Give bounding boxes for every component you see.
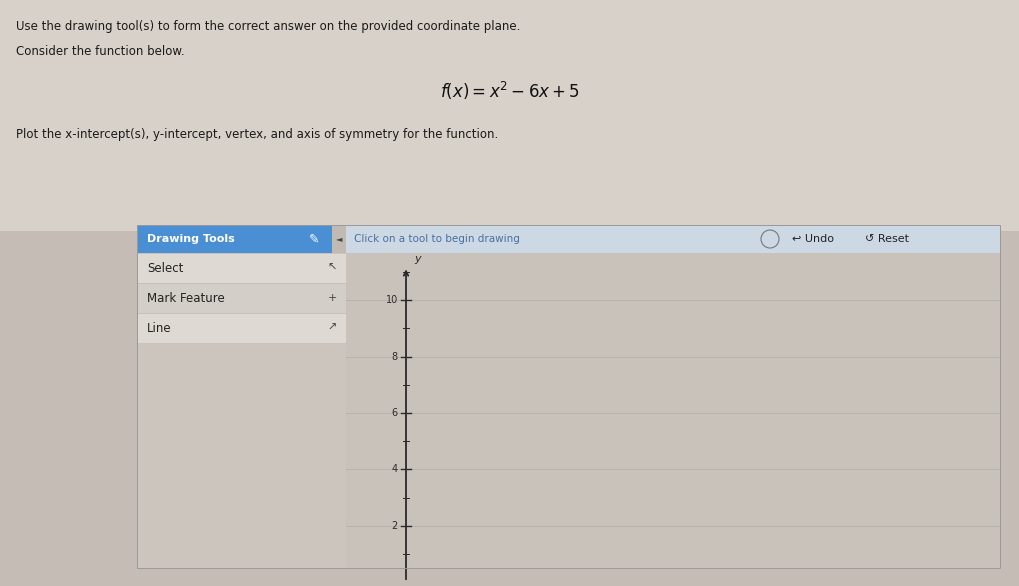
Bar <box>331 225 345 253</box>
Text: ↗: ↗ <box>327 323 336 333</box>
Text: 4: 4 <box>391 464 397 474</box>
Bar <box>345 253 999 568</box>
Text: ✎: ✎ <box>309 233 319 246</box>
Bar <box>137 225 999 568</box>
Text: Click on a tool to begin drawing: Click on a tool to begin drawing <box>354 234 520 244</box>
Text: Select: Select <box>147 261 183 274</box>
Text: ↺ Reset: ↺ Reset <box>864 234 908 244</box>
Text: Use the drawing tool(s) to form the correct answer on the provided coordinate pl: Use the drawing tool(s) to form the corr… <box>16 20 520 33</box>
Text: 6: 6 <box>391 408 397 418</box>
Text: ◄: ◄ <box>335 234 342 244</box>
Text: ↖: ↖ <box>327 263 336 273</box>
Text: 10: 10 <box>385 295 397 305</box>
Text: $f(x) = x^2 - 6x + 5$: $f(x) = x^2 - 6x + 5$ <box>439 80 580 102</box>
Bar <box>137 225 331 253</box>
Text: 8: 8 <box>391 352 397 362</box>
Text: Line: Line <box>147 322 171 335</box>
Text: Consider the function below.: Consider the function below. <box>16 45 184 58</box>
Text: ↩ Undo: ↩ Undo <box>791 234 834 244</box>
Bar <box>137 313 345 343</box>
Text: y: y <box>414 254 420 264</box>
Circle shape <box>760 230 779 248</box>
Bar <box>0 0 1019 231</box>
Text: +: + <box>327 293 336 303</box>
Bar <box>137 253 345 568</box>
Text: 2: 2 <box>391 521 397 531</box>
Text: Plot the x-intercept(s), y-intercept, vertex, and axis of symmetry for the funct: Plot the x-intercept(s), y-intercept, ve… <box>16 128 497 141</box>
Text: Drawing Tools: Drawing Tools <box>147 234 234 244</box>
Text: Mark Feature: Mark Feature <box>147 291 224 305</box>
Bar <box>345 225 999 253</box>
Bar <box>137 283 345 313</box>
Bar <box>137 253 345 283</box>
